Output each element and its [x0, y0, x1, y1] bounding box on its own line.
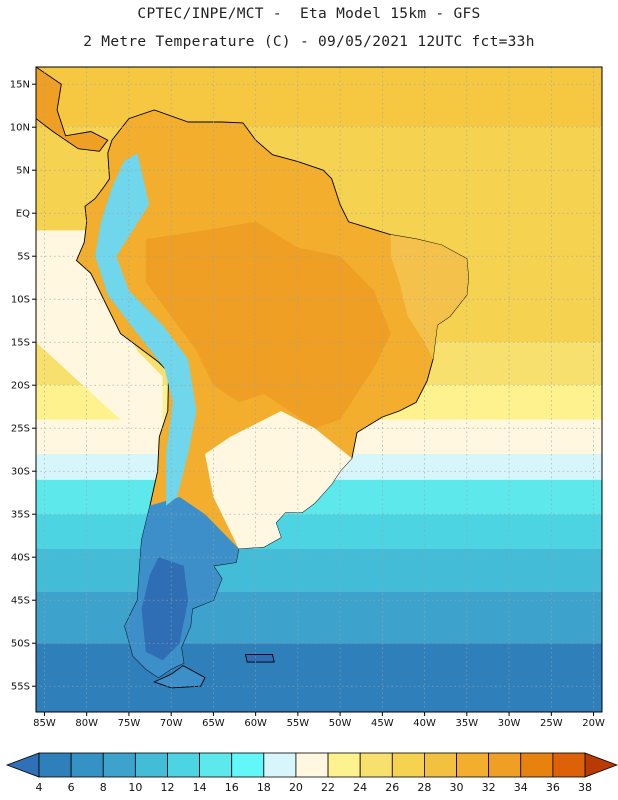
colorbar-level-label: 18 [257, 781, 271, 794]
land-temperature-field [36, 67, 469, 689]
lon-tick-label: 85W [33, 718, 56, 729]
map-frame [35, 66, 603, 713]
colorbar-low-arrow [5, 752, 40, 778]
patagonia-cold-core [141, 557, 189, 661]
lon-tick-label: 45W [371, 718, 394, 729]
colorbar: 4 6 8 10 12 14 16 18 20 22 24 26 28 30 32 34 36 38 [5, 752, 618, 794]
ocean-band [36, 67, 602, 128]
ocean-band [36, 591, 602, 644]
colorbar-swatch [520, 752, 554, 778]
south-pale-zone [205, 411, 352, 549]
colorbar-swatch [359, 752, 393, 778]
falkland-islands [244, 653, 275, 663]
lat-tick-label: 10S [11, 295, 30, 306]
lat-tick-label: 10N [10, 123, 30, 134]
ocean-band [36, 514, 602, 549]
lon-tick-label: 35W [456, 718, 479, 729]
colorbar-swatch [295, 752, 329, 778]
lon-tick-label: 75W [118, 718, 141, 729]
lat-tick-label: 20S [11, 381, 30, 392]
colorbar-swatch [38, 752, 72, 778]
lat-tick-label: 35S [11, 510, 30, 521]
lat-tick-label: 15S [11, 338, 30, 349]
colorbar-swatch [488, 752, 522, 778]
latitude-labels: 15N 10N 5N EQ 5S 10S 15S 20S 25S 30S 35S 40S 45S 50S 5… [10, 80, 30, 693]
colorbar-level-label: 34 [514, 781, 528, 794]
colorbar-level-label: 12 [160, 781, 174, 794]
northeast-zone [390, 234, 469, 360]
colorbar-labels: 4 6 8 10 12 14 16 18 20 22 24 26 28 30 32 34 36 38 [36, 781, 593, 794]
lat-tick-label: 45S [11, 596, 30, 607]
colorbar-level-label: 10 [128, 781, 142, 794]
chart-title-line2: 2 Metre Temperature (C) - 09/05/2021 12U… [83, 34, 535, 50]
colorbar-level-label: 38 [578, 781, 592, 794]
chart-title-line1: CPTEC/INPE/MCT - Eta Model 15km - GFS [137, 6, 481, 22]
lon-tick-label: 80W [75, 718, 98, 729]
map: 15N 10N 5N EQ 5S 10S 15S 20S 25S 30S 35S 40S 45S 50S 5… [10, 66, 605, 729]
tierra-del-fuego [153, 665, 206, 689]
colorbar-level-label: 30 [450, 781, 464, 794]
lat-tick-label: 50S [11, 639, 30, 650]
ocean-band [36, 548, 602, 592]
colorbar-level-label: 28 [417, 781, 431, 794]
lon-tick-label: 30W [498, 718, 521, 729]
lat-tick-label: 55S [11, 682, 30, 693]
colorbar-level-label: 24 [353, 781, 367, 794]
andes-ridge [95, 153, 197, 506]
lat-tick-label: 30S [11, 467, 30, 478]
colorbar-level-label: 20 [289, 781, 303, 794]
ocean-band [36, 643, 602, 712]
colorbar-swatch [552, 752, 586, 778]
colorbar-swatch [102, 752, 136, 778]
longitude-labels: 85W 80W 75W 70W 65W 60W 55W 50W 45W 40W 35W 30W 25W 2… [33, 718, 605, 729]
lon-tick-label: 20W [582, 718, 605, 729]
colorbar-swatch [167, 752, 200, 778]
colorbar-level-label: 32 [482, 781, 496, 794]
lon-tick-label: 55W [287, 718, 310, 729]
colorbar-level-label: 6 [68, 781, 75, 794]
lon-tick-label: 70W [160, 718, 183, 729]
colorbar-swatch [327, 752, 361, 778]
colorbar-level-label: 36 [546, 781, 560, 794]
colorbar-swatch [456, 752, 490, 778]
colorbar-level-label: 14 [193, 781, 207, 794]
colorbar-swatch [231, 752, 265, 778]
lon-tick-label: 25W [540, 718, 563, 729]
colorbar-swatch [134, 752, 168, 778]
colorbar-level-label: 22 [321, 781, 335, 794]
colorbar-swatch [391, 752, 425, 778]
axis-ticks [32, 83, 595, 716]
lon-tick-label: 60W [244, 718, 267, 729]
lat-tick-label: 5N [16, 166, 30, 177]
colorbar-swatch [199, 752, 233, 778]
interior-warm-core [145, 221, 391, 429]
colorbar-level-label: 16 [225, 781, 239, 794]
lat-tick-label: EQ [16, 209, 30, 220]
lat-tick-label: 15N [10, 80, 30, 91]
colorbar-high-arrow [584, 752, 618, 778]
lon-tick-label: 40W [413, 718, 436, 729]
colorbar-level-label: 26 [385, 781, 399, 794]
colorbar-level-label: 4 [36, 781, 43, 794]
pacific-warm-band [36, 230, 163, 420]
lon-tick-label: 65W [202, 718, 225, 729]
colorbar-level-label: 8 [100, 781, 107, 794]
colorbar-swatch [263, 752, 297, 778]
central-america [36, 67, 109, 152]
colorbar-swatch [424, 752, 457, 778]
lon-tick-label: 50W [329, 718, 352, 729]
lat-tick-label: 5S [17, 252, 30, 263]
colorbar-boxes [5, 752, 618, 778]
lat-tick-label: 25S [11, 424, 30, 435]
colorbar-swatch [70, 752, 104, 778]
lat-tick-label: 40S [11, 553, 30, 564]
